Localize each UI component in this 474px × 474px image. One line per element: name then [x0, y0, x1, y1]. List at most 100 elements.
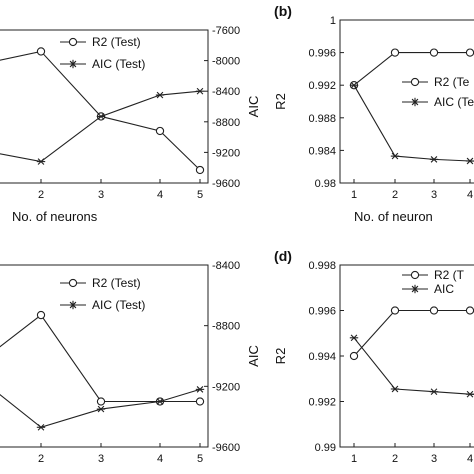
- x-tick-label: 2: [392, 453, 398, 465]
- x-tick-label: 2: [392, 189, 398, 201]
- asterisk-stroke: [97, 113, 105, 120]
- data-point-circle: [429, 306, 439, 315]
- data-point-asterisk: [195, 87, 205, 95]
- y-tick-label: -8000: [212, 56, 240, 68]
- y-tick-label: -8800: [212, 117, 240, 129]
- legend-label: AIC (Test): [92, 298, 145, 312]
- y-tick-label: 0.996: [308, 48, 336, 60]
- data-point-asterisk: [36, 158, 46, 165]
- x-tick-label: 1: [351, 453, 357, 465]
- y-tick-label: -7600: [212, 25, 240, 37]
- data-point-circle: [155, 126, 165, 136]
- chart-panel-a: -7600 -8000 -8400 -8800 -9200 -9600 2 3 4 5 No. of…: [0, 25, 261, 224]
- x-tick-label: 5: [197, 189, 203, 201]
- y-tick-label: 0.988: [308, 113, 336, 125]
- y-tick-label: 0.996: [308, 306, 336, 318]
- y-tick-label: -9600: [212, 178, 240, 190]
- asterisk-stroke: [97, 405, 105, 413]
- y-tick-label: 0.992: [308, 397, 336, 409]
- legend-label: AIC: [434, 282, 454, 296]
- y-tick-label: -9200: [212, 147, 240, 159]
- data-point-asterisk: [429, 388, 439, 396]
- data-point-circle: [429, 48, 439, 57]
- series-line-2: [0, 90, 201, 163]
- y-tick-label: -8800: [212, 321, 240, 333]
- data-point-asterisk: [349, 334, 359, 342]
- asterisk-stroke: [350, 334, 358, 342]
- asterisk-stroke: [37, 423, 45, 431]
- x-tick-label: 4: [467, 189, 473, 201]
- x-tick-label: 4: [467, 453, 473, 465]
- x-tick-label: 4: [157, 189, 163, 201]
- x-axis-label: No. of neuron: [354, 209, 433, 224]
- data-point-asterisk: [429, 156, 439, 163]
- asterisk-stroke: [391, 152, 399, 160]
- x-tick-label: 2: [38, 189, 44, 201]
- data-point-asterisk: [155, 398, 165, 405]
- data-point-circle: [96, 397, 106, 406]
- y-tick-label: 1: [330, 15, 336, 27]
- asterisk-stroke: [466, 390, 474, 398]
- data-point-circle: [390, 306, 400, 315]
- legend-marker-circle: [68, 278, 78, 288]
- data-point-asterisk: [349, 81, 359, 89]
- y-tick-label: -9600: [212, 442, 240, 454]
- y-tick-label: 0.994: [308, 351, 336, 363]
- asterisk-stroke: [466, 157, 474, 165]
- data-point-asterisk: [96, 113, 106, 120]
- y-axis-label: R2: [273, 348, 288, 365]
- legend-label: R2 (Te: [434, 75, 470, 89]
- panel-label: (b): [274, 3, 292, 19]
- asterisk-stroke: [430, 156, 438, 163]
- data-point-circle: [36, 310, 46, 320]
- data-point-asterisk: [155, 91, 165, 99]
- y-tick-label: 0.984: [308, 145, 336, 157]
- data-point-asterisk: [390, 152, 400, 160]
- legend-marker-circle: [410, 77, 420, 87]
- legend-entry: AIC (Te: [402, 95, 474, 109]
- asterisk-stroke: [37, 158, 45, 165]
- asterisk-stroke: [156, 398, 164, 405]
- x-tick-label: 3: [431, 189, 437, 201]
- legend-label: R2 (Test): [92, 35, 141, 49]
- legend-label: R2 (Test): [92, 276, 141, 290]
- y2-axis-label: AIC: [246, 345, 261, 367]
- asterisk-stroke: [196, 87, 204, 95]
- asterisk-stroke: [196, 386, 204, 393]
- y-tick-label: 0.998: [308, 260, 336, 272]
- legend-entry: R2 (T: [402, 268, 465, 282]
- plot-frame-b: [339, 19, 474, 184]
- x-tick-label: 3: [98, 453, 104, 465]
- series-line-1: [0, 314, 200, 403]
- asterisk-stroke: [391, 385, 399, 393]
- data-point-circle: [465, 306, 474, 315]
- legend-entry: R2 (Test): [60, 276, 141, 290]
- legend-label: AIC (Te: [434, 95, 474, 109]
- asterisk-stroke: [350, 81, 358, 89]
- x-tick-label: 3: [98, 189, 104, 201]
- y-tick-label: 0.992: [308, 80, 336, 92]
- legend-entry: R2 (Te: [402, 75, 470, 89]
- asterisk-stroke: [430, 388, 438, 396]
- y-tick-label: -8400: [212, 260, 240, 272]
- y-tick-label: 0.99: [315, 442, 336, 454]
- data-point-asterisk: [96, 405, 106, 413]
- x-axis-label: No. of neurons: [12, 209, 98, 224]
- x-tick-label: 3: [431, 453, 437, 465]
- data-point-circle: [349, 351, 359, 361]
- x-tick-label: 1: [351, 189, 357, 201]
- chart-panel-b: 1 0.996 0.992 0.988 0.984 0.98 1 2 3 4 No. of neur…: [273, 3, 474, 224]
- plot-frame-a: [0, 29, 209, 184]
- y-tick-label: 0.98: [315, 178, 336, 190]
- legend-entry: R2 (Test): [60, 35, 141, 49]
- data-point-circle: [36, 47, 46, 56]
- x-tick-label: 4: [157, 453, 163, 465]
- data-point-asterisk: [195, 386, 205, 393]
- data-point-circle: [390, 48, 400, 57]
- legend-entry: AIC: [402, 282, 454, 296]
- data-point-asterisk: [36, 423, 46, 431]
- y-axis-label: R2: [273, 93, 288, 110]
